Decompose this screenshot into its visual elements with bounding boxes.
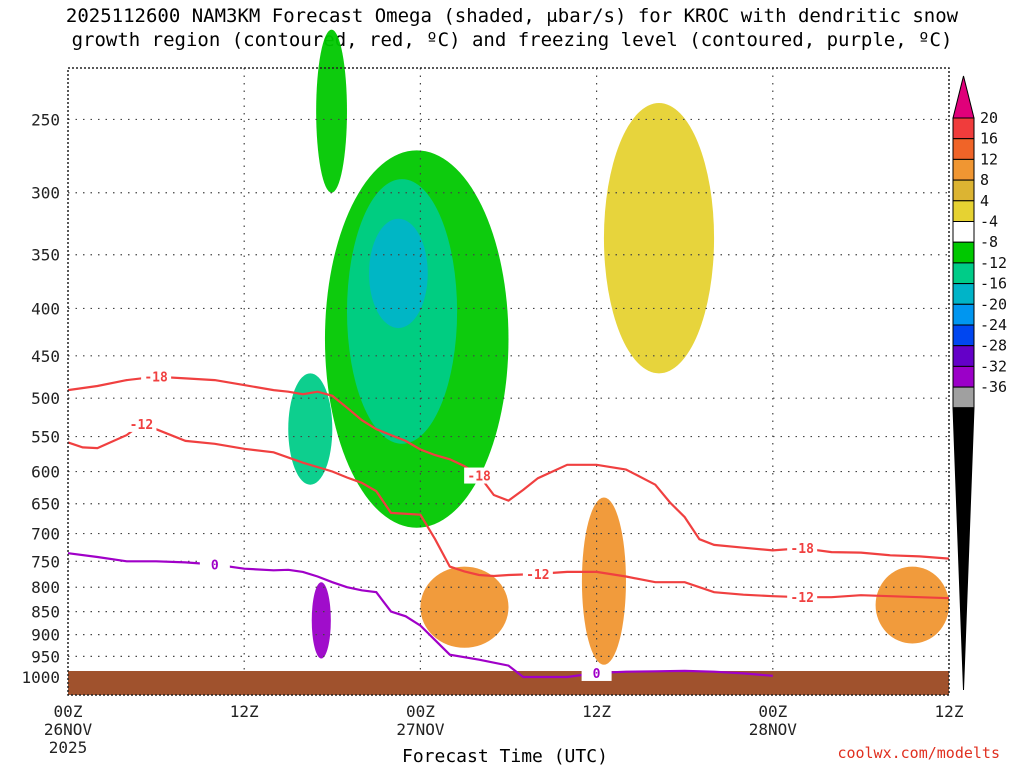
colorbar-label-5: -4 [980,213,998,231]
x-tick-0-1: 26NOV [44,720,93,739]
x-tick-3-0: 12Z [582,702,611,721]
colorbar-band-9 [952,283,975,305]
x-tick-4-1: 28NOV [749,720,798,739]
contour-18-label-1: -18 [467,470,491,485]
colorbar-band-10 [952,303,975,326]
y-tick-250: 250 [31,110,60,129]
y-tick-550: 550 [31,428,60,447]
colorbar-label-10: -24 [980,316,1007,334]
colorbar-band-6 [952,221,975,243]
colorbar-label-3: 8 [980,171,989,189]
colorbar-band-11 [952,324,975,347]
colorbar-label-0: 20 [980,109,998,127]
colorbar-band-13 [952,365,975,388]
y-tick-1000: 1000 [21,668,60,687]
colorbar-label-7: -12 [980,254,1007,272]
chart-title: 2025112600 NAM3KM Forecast Omega (shaded… [0,4,1024,52]
colorbar-band-8 [952,262,975,285]
colorbar-band-7 [952,241,975,264]
omega-region-0 [316,29,347,193]
omega-region-6 [581,497,626,665]
omega-region-4 [369,218,428,329]
freezing-level-contour-label-1: 0 [593,667,601,682]
y-tick-700: 700 [31,525,60,544]
contour-12-label-1: -12 [526,568,549,583]
colorbar-band-12 [952,345,975,367]
y-tick-950: 950 [31,647,60,666]
contour-18-label-0: -18 [144,371,168,386]
y-tick-400: 400 [31,299,60,318]
x-tick-2-1: 27NOV [396,720,445,739]
colorbar-band-3 [952,158,975,181]
freezing-level-contour-label-bg-0 [199,556,230,573]
contour-18-label-bg-0 [141,368,172,385]
x-tick-4-0: 00Z [758,702,787,721]
contour-18-label-2: -18 [790,542,814,557]
colorbar-band-14 [952,386,975,409]
omega-region-1 [288,373,333,485]
y-tick-300: 300 [31,184,60,203]
y-tick-350: 350 [31,246,60,265]
colorbar-label-1: 16 [980,130,998,148]
ground-surface [68,671,949,695]
colorbar-band-1 [952,117,975,140]
freezing-level-contour-label-0: 0 [211,558,219,573]
colorbar-label-6: -8 [980,233,998,251]
colorbar-label-9: -20 [980,295,1007,313]
y-tick-900: 900 [31,626,60,645]
x-tick-1-0: 12Z [230,702,259,721]
omega-region-7 [603,102,715,374]
contour-18-label-bg-2 [787,540,818,557]
colorbar-band-4 [952,179,975,202]
x-tick-5-0: 12Z [935,702,964,721]
contour-12-label-bg-1 [522,565,553,582]
colorbar-bottom-triangle [952,407,975,691]
x-axis-title: Forecast Time (UTC) [402,746,608,767]
colorbar-label-13: -36 [980,378,1007,396]
x-tick-0-0: 00Z [54,702,83,721]
y-tick-450: 450 [31,347,60,366]
contour-12-label-bg-2 [787,589,818,606]
colorbar-top-triangle [952,75,975,119]
y-tick-500: 500 [31,389,60,408]
colorbar-label-4: 4 [980,192,989,210]
contour-18-label-bg-1 [464,467,495,484]
colorbar-band-2 [952,138,975,160]
contour-12 [67,422,950,600]
x-tick-0-2: 2025 [49,738,88,757]
y-tick-750: 750 [31,552,60,571]
credit-link[interactable]: coolwx.com/modelts [837,744,1000,762]
colorbar-label-2: 12 [980,150,998,168]
y-tick-650: 650 [31,495,60,514]
y-tick-850: 850 [31,603,60,622]
omega-region-9 [875,566,950,644]
contour-12-label-2: -12 [790,591,813,606]
colorbar-label-11: -28 [980,337,1007,355]
y-tick-600: 600 [31,463,60,482]
x-tick-2-0: 00Z [406,702,435,721]
omega-region-5 [311,582,331,659]
contour-12-label-bg-0 [126,415,157,432]
contour-12-label-0: -12 [130,418,153,433]
plot-frame [67,67,950,696]
colorbar-band-5 [952,200,975,223]
freezing-level-contour-label-bg-1 [581,664,612,681]
title-line-1: 2025112600 NAM3KM Forecast Omega (shaded… [65,5,959,27]
colorbar-label-8: -16 [980,275,1007,293]
colorbar-label-12: -32 [980,357,1007,375]
omega-region-8 [420,566,509,648]
y-tick-800: 800 [31,578,60,597]
